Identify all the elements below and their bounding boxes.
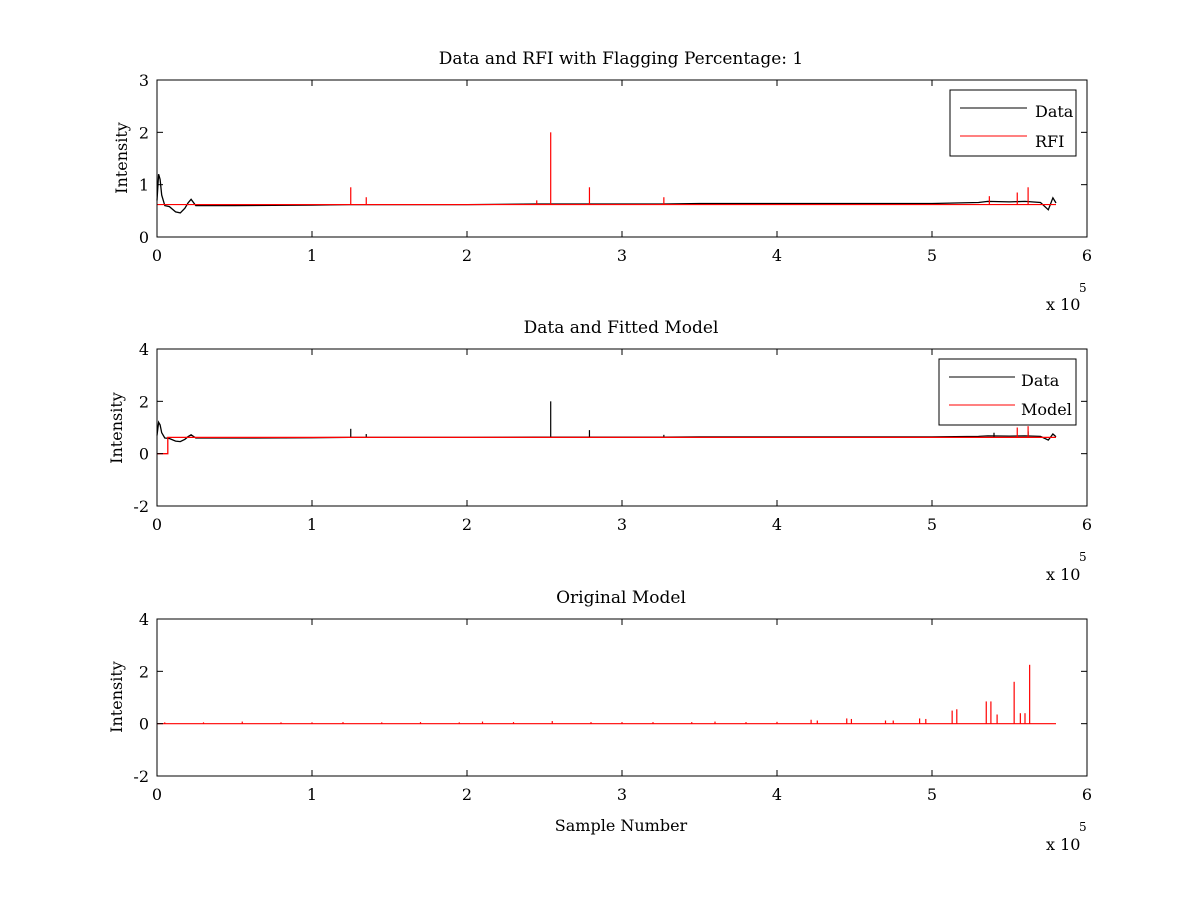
y-tick-label: 0 [139, 228, 149, 247]
x-tick-label: 0 [152, 515, 162, 534]
x-tick-label: 1 [307, 785, 317, 804]
subplot-fitted-model: Data and Fitted Model Intensity x 10 5 0… [107, 318, 1092, 584]
subplot-rfi: Data and RFI with Flagging Percentage: 1… [112, 49, 1092, 314]
series-line-model [157, 436, 1056, 455]
legend: Data RFI [949, 89, 1077, 157]
legend-label-rfi: RFI [1035, 132, 1064, 151]
x-tick-label: 0 [152, 785, 162, 804]
x-tick-label: 4 [772, 246, 782, 265]
x-tick-label: 5 [927, 515, 937, 534]
subplot-original-model: Original Model Intensity Sample Number x… [107, 588, 1092, 854]
x-tick-label: 5 [927, 246, 937, 265]
subplot-title: Data and RFI with Flagging Percentage: 1 [439, 49, 803, 69]
x-tick-label: 2 [462, 785, 472, 804]
series-line-data [156, 174, 1057, 214]
y-tick-label: -2 [133, 767, 149, 786]
x-tick-label: 3 [617, 515, 627, 534]
x-tick-label: 4 [772, 785, 782, 804]
series-layer [156, 132, 1057, 214]
x-tick-label: 6 [1082, 785, 1092, 804]
y-tick-label: 2 [139, 662, 149, 681]
subplot-title: Data and Fitted Model [524, 318, 719, 338]
y-axis-label: Intensity [112, 122, 131, 194]
subplot-title: Original Model [556, 588, 686, 608]
x-axis-exponent-power: 5 [1079, 281, 1087, 295]
y-axis-label: Intensity [107, 661, 126, 733]
y-tick-label: -2 [133, 497, 149, 516]
x-axis-exponent-power: 5 [1079, 820, 1087, 834]
series-layer [157, 664, 1056, 725]
legend-box [949, 89, 1077, 157]
series-layer [156, 401, 1057, 455]
x-axis-exponent: x 10 [1046, 295, 1080, 314]
y-tick-label: 0 [139, 715, 149, 734]
x-tick-label: 1 [307, 246, 317, 265]
x-tick-label: 2 [462, 246, 472, 265]
y-tick-label: 2 [139, 123, 149, 142]
legend-label-model: Model [1021, 400, 1072, 419]
x-tick-label: 3 [617, 785, 627, 804]
legend-label-data: Data [1021, 371, 1060, 390]
x-tick-label: 5 [927, 785, 937, 804]
x-axis-exponent-power: 5 [1079, 550, 1087, 564]
x-axis-exponent: x 10 [1046, 835, 1080, 854]
x-tick-label: 3 [617, 246, 627, 265]
y-tick-label: 4 [139, 340, 149, 359]
y-tick-label: 3 [139, 71, 149, 90]
x-tick-label: 6 [1082, 515, 1092, 534]
x-tick-label: 4 [772, 515, 782, 534]
y-tick-label: 0 [139, 445, 149, 464]
x-axis-label: Sample Number [555, 816, 688, 835]
legend-box [938, 358, 1077, 426]
y-tick-label: 1 [139, 176, 149, 195]
y-tick-label: 4 [139, 610, 149, 629]
axes-box [156, 618, 1088, 777]
y-axis-label: Intensity [107, 392, 126, 464]
legend-label-data: Data [1035, 102, 1074, 121]
axes-box [156, 79, 1088, 238]
x-tick-label: 0 [152, 246, 162, 265]
x-axis-exponent: x 10 [1046, 565, 1080, 584]
series-line-data [156, 420, 1057, 443]
x-tick-label: 2 [462, 515, 472, 534]
x-tick-label: 1 [307, 515, 317, 534]
x-tick-label: 6 [1082, 246, 1092, 265]
y-tick-label: 2 [139, 392, 149, 411]
legend: Data Model [938, 358, 1077, 426]
